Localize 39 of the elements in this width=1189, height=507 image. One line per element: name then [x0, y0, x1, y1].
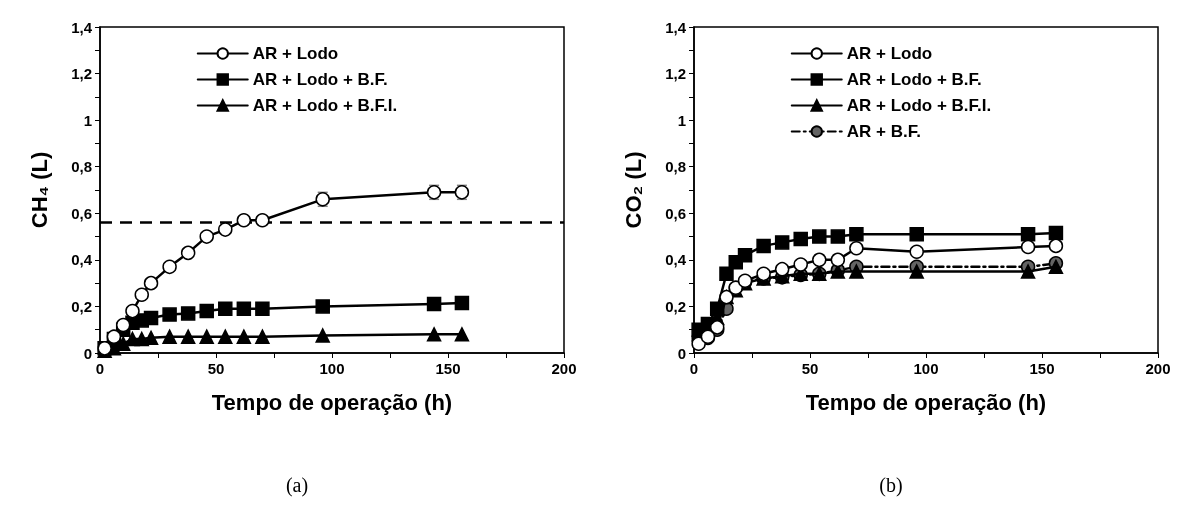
- y-tick-label: 0: [83, 344, 92, 362]
- y-tick-label: 0,4: [665, 251, 687, 269]
- x-tick-label: 200: [551, 360, 577, 377]
- legend-label: AR + Lodo + B.F.I.: [846, 96, 992, 115]
- y-tick-label: 0: [677, 344, 686, 362]
- y-tick-label: 0,4: [71, 251, 93, 269]
- y-axis-title: CO₂ (L): [620, 151, 646, 229]
- text: (a): [285, 474, 309, 497]
- x-tick-label: 0: [689, 360, 699, 377]
- x-tick-label: 150: [1029, 360, 1055, 377]
- legend-label: AR + Lodo: [252, 44, 339, 63]
- y-tick-label: 1,2: [665, 65, 686, 83]
- y-tick-label: 0,6: [71, 204, 92, 222]
- x-axis-title: Tempo de operação (h): [805, 389, 1047, 415]
- y-tick-label: 1,4: [665, 18, 687, 36]
- x-tick-label: 100: [319, 360, 345, 377]
- y-tick-label: 0,2: [665, 297, 686, 315]
- x-tick-label: 100: [913, 360, 939, 377]
- y-tick-label: 1,4: [71, 18, 93, 36]
- legend-label: AR + Lodo + B.F.: [252, 70, 388, 89]
- y-tick-label: 1: [83, 111, 92, 129]
- y-tick-label: 0,2: [71, 297, 92, 315]
- x-tick-label: 50: [207, 360, 225, 377]
- legend-label: AR + Lodo + B.F.: [846, 70, 982, 89]
- x-tick-label: 0: [95, 360, 105, 377]
- x-tick-label: 50: [801, 360, 819, 377]
- y-tick-label: 1: [677, 111, 686, 129]
- y-tick-label: 0,8: [71, 158, 92, 176]
- legend-label: AR + Lodo: [846, 44, 933, 63]
- y-tick-label: 1,2: [71, 65, 92, 83]
- text: (b): [879, 474, 903, 497]
- x-axis-title: Tempo de operação (h): [211, 389, 453, 415]
- legend-label: AR + B.F.: [846, 122, 921, 141]
- x-tick-label: 200: [1145, 360, 1171, 377]
- legend-label: AR + Lodo + B.F.I.: [252, 96, 398, 115]
- y-axis-title: CH₄ (L): [26, 151, 52, 229]
- y-tick-label: 0,8: [665, 158, 686, 176]
- x-tick-label: 150: [435, 360, 461, 377]
- y-tick-label: 0,6: [665, 204, 686, 222]
